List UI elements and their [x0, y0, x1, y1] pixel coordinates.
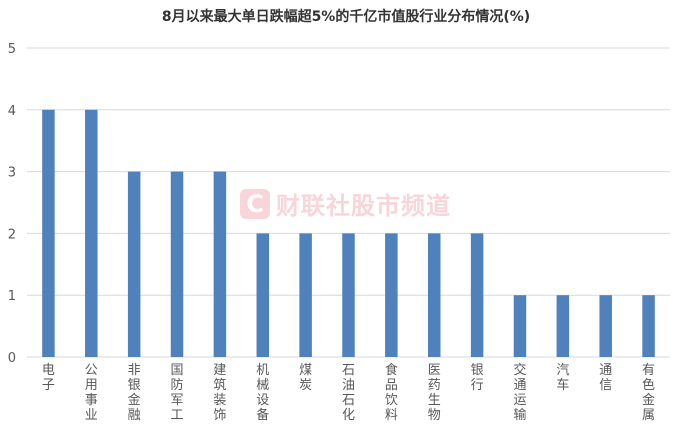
- x-tick-label: 交通运输: [513, 362, 526, 423]
- x-tick-label: 银行: [471, 363, 484, 393]
- y-tick-label: 1: [8, 289, 16, 304]
- x-tick-label: 建筑装饰: [213, 363, 226, 423]
- x-tick-label: 机械设备: [256, 363, 269, 423]
- x-tick-label: 非银金融: [128, 363, 141, 423]
- bar: [342, 233, 355, 357]
- bar: [299, 233, 312, 357]
- bar: [85, 109, 98, 357]
- x-tick-label: 石油石化: [342, 363, 355, 423]
- y-tick-label: 4: [8, 104, 16, 119]
- x-tick-label: 汽车: [556, 363, 569, 393]
- x-tick-label: 公用事业: [85, 363, 98, 423]
- x-tick-label: 通信: [599, 363, 612, 393]
- y-tick-label: 2: [8, 227, 16, 242]
- x-tick-label: 煤炭: [299, 363, 312, 393]
- x-axis-labels: 电子 公用事业 非银金融 国防军工 建筑装饰 机械设备 煤炭 石油石化 食品饮料 医药生物 银行交通…: [42, 362, 655, 423]
- bar: [599, 295, 612, 357]
- x-tick-label: 医药生物: [428, 363, 441, 423]
- bar: [170, 171, 184, 357]
- bar: [127, 171, 141, 357]
- y-tick-label: 5: [8, 42, 16, 57]
- x-tick-label: 食品饮料: [385, 362, 398, 423]
- bar: [427, 233, 441, 357]
- bar: [385, 233, 398, 357]
- x-tick-label: 国防军工: [171, 363, 184, 423]
- y-tick-label: 0: [8, 351, 16, 366]
- bar: [256, 233, 270, 357]
- bar: [556, 295, 570, 357]
- x-tick-label: 电子: [42, 363, 55, 393]
- bars: [42, 109, 655, 357]
- bar: [213, 171, 227, 357]
- bar: [470, 233, 484, 357]
- y-tick-label: 3: [8, 166, 16, 181]
- bar: [642, 295, 655, 357]
- bar: [513, 295, 527, 357]
- chart-title: 8月以来最大单日跌幅超5%的千亿市值股行业分布情况(%): [161, 9, 531, 25]
- y-axis-ticks: 0 1 2 3 4 5: [8, 42, 16, 366]
- bar: [42, 109, 55, 357]
- x-tick-label: 有色金属: [642, 363, 655, 423]
